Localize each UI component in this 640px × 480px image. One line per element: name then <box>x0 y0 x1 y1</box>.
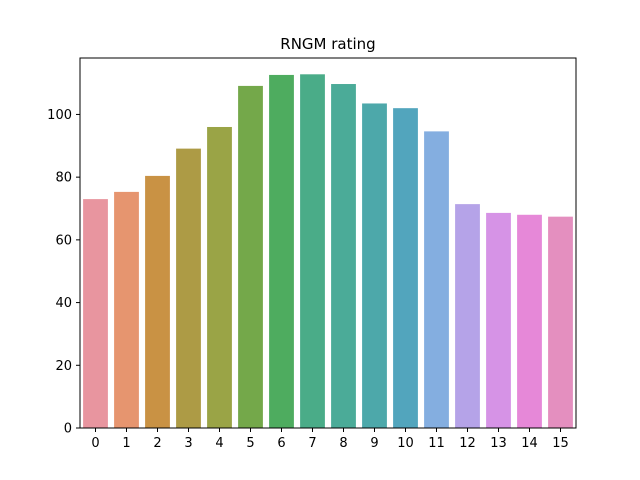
x-tick-label-10: 10 <box>397 436 414 451</box>
bar-15 <box>548 216 573 428</box>
bar-14 <box>517 214 542 428</box>
bar-11 <box>424 131 449 429</box>
bar-0 <box>83 199 108 428</box>
bar-12 <box>455 204 480 428</box>
bar-10 <box>393 108 418 428</box>
y-tick-label-40: 40 <box>55 296 72 311</box>
x-tick-label-11: 11 <box>428 436 445 451</box>
x-tick-label-15: 15 <box>552 436 569 451</box>
bar-1 <box>114 191 139 428</box>
chart-title: RNGM rating <box>280 35 375 53</box>
plot-frame <box>79 57 577 429</box>
x-tick-label-8: 8 <box>339 436 347 451</box>
x-tick-label-6: 6 <box>277 436 285 451</box>
bars-group <box>83 74 573 429</box>
x-tick-label-14: 14 <box>521 436 538 451</box>
y-tick-label-100: 100 <box>47 108 72 123</box>
y-tick-label-20: 20 <box>55 359 72 374</box>
x-tick-label-2: 2 <box>153 436 161 451</box>
x-tick-label-12: 12 <box>459 436 476 451</box>
x-tick-label-5: 5 <box>246 436 254 451</box>
x-tick-label-4: 4 <box>215 436 223 451</box>
bar-3 <box>176 148 201 428</box>
bar-9 <box>362 103 387 429</box>
bar-5 <box>238 85 263 429</box>
bar-2 <box>145 175 170 428</box>
bar-7 <box>300 74 325 428</box>
x-axis: 0 1 2 3 4 5 6 7 8 9 10 11 12 13 14 15 <box>91 428 569 451</box>
x-tick-label-9: 9 <box>370 436 378 451</box>
y-tick-label-0: 0 <box>64 422 72 437</box>
bar-4 <box>207 126 232 429</box>
x-tick-label-1: 1 <box>122 436 130 451</box>
x-tick-label-7: 7 <box>308 436 316 451</box>
x-tick-label-0: 0 <box>91 436 99 451</box>
y-tick-label-80: 80 <box>55 171 72 186</box>
bar-8 <box>331 84 356 428</box>
x-tick-label-13: 13 <box>490 436 507 451</box>
y-tick-label-60: 60 <box>55 233 72 248</box>
bar-6 <box>269 74 294 429</box>
bar-13 <box>486 212 511 428</box>
x-tick-label-3: 3 <box>184 436 192 451</box>
y-axis: 0 20 40 60 80 100 <box>47 108 80 437</box>
